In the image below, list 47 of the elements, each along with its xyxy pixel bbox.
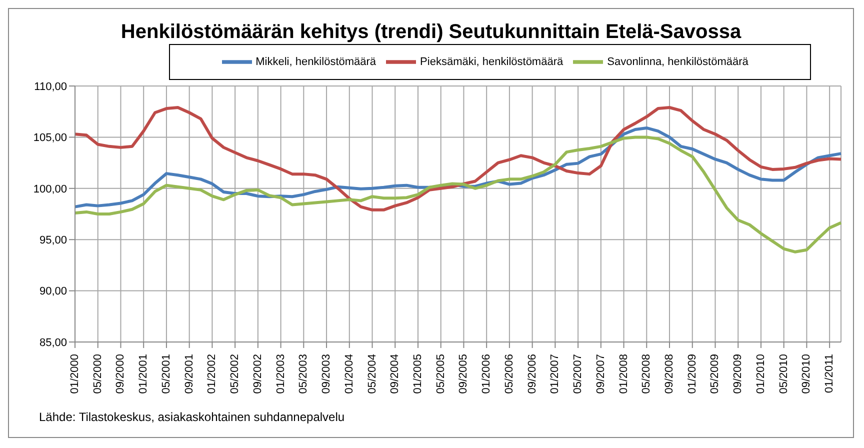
x-tick-label: 01/2002 bbox=[206, 354, 218, 394]
x-tick-label: 05/2008 bbox=[640, 354, 653, 394]
y-tick-label: 105,00 bbox=[33, 132, 67, 144]
legend-label: Mikkeli, henkilöstömäärä bbox=[256, 56, 376, 68]
x-tick-label: 01/2011 bbox=[824, 354, 836, 393]
x-tick-label: 01/2005 bbox=[412, 354, 424, 394]
x-tick-label: 01/2010 bbox=[754, 354, 767, 394]
x-tick-label: 09/2010 bbox=[800, 354, 813, 394]
x-tick-label: 09/2007 bbox=[594, 354, 607, 394]
x-tick-label: 09/2003 bbox=[320, 354, 333, 394]
legend-label: Pieksämäki, henkilöstömäärä bbox=[420, 56, 564, 68]
x-tick-label: 09/2009 bbox=[732, 354, 744, 394]
y-tick-label: 110,00 bbox=[34, 80, 67, 93]
x-tick-label: 05/2007 bbox=[572, 354, 584, 394]
x-tick-label: 05/2006 bbox=[503, 354, 516, 394]
x-tick-label: 09/2004 bbox=[389, 354, 402, 394]
x-tick-label: 05/2001 bbox=[160, 354, 172, 394]
x-tick-label: 01/2003 bbox=[274, 354, 287, 394]
x-tick-label: 05/2009 bbox=[709, 354, 722, 394]
y-tick-label: 100,00 bbox=[33, 183, 67, 196]
line-series bbox=[74, 106, 842, 212]
x-tick-label: 01/2001 bbox=[138, 354, 150, 394]
x-tick-label: 01/2007 bbox=[549, 354, 562, 394]
chart-title: Henkilöstömäärän kehitys (trendi) Seutukunnittain Etelä-Savossa bbox=[120, 21, 742, 44]
text: Lähde: Tilastokeskus, asiakaskohtainen suhdannepalvelu bbox=[39, 410, 346, 424]
x-tick-label: 01/2004 bbox=[343, 354, 356, 394]
x-tick-label: 01/2008 bbox=[618, 354, 630, 394]
x-tick-label: 05/2005 bbox=[434, 354, 447, 394]
legend-label: Savonlinna, henkilöstömäärä bbox=[607, 56, 748, 68]
x-tick-label: 01/2009 bbox=[686, 354, 698, 394]
y-tick-label: 95,00 bbox=[39, 234, 67, 247]
x-tick-label: 05/2010 bbox=[778, 354, 790, 394]
x-tick-label: 09/2008 bbox=[664, 354, 676, 394]
line-series bbox=[74, 136, 842, 254]
y-tick-label: 90,00 bbox=[39, 286, 67, 298]
x-tick-label: 05/2002 bbox=[229, 354, 242, 394]
x-tick-label: 09/2000 bbox=[114, 354, 127, 394]
x-tick-label: 05/2003 bbox=[298, 354, 310, 394]
x-tick-label: 01/2000 bbox=[69, 354, 81, 394]
x-tick-label: 09/2001 bbox=[183, 354, 196, 394]
x-tick-label: 05/2000 bbox=[92, 354, 104, 394]
x-tick-label: 09/2006 bbox=[526, 354, 538, 394]
x-tick-label: 09/2002 bbox=[252, 354, 264, 394]
x-tick-label: 01/2006 bbox=[480, 354, 493, 394]
y-tick-label: 85,00 bbox=[39, 336, 67, 349]
x-tick-label: 05/2004 bbox=[366, 354, 378, 394]
x-tick-label: 09/2005 bbox=[458, 354, 470, 394]
